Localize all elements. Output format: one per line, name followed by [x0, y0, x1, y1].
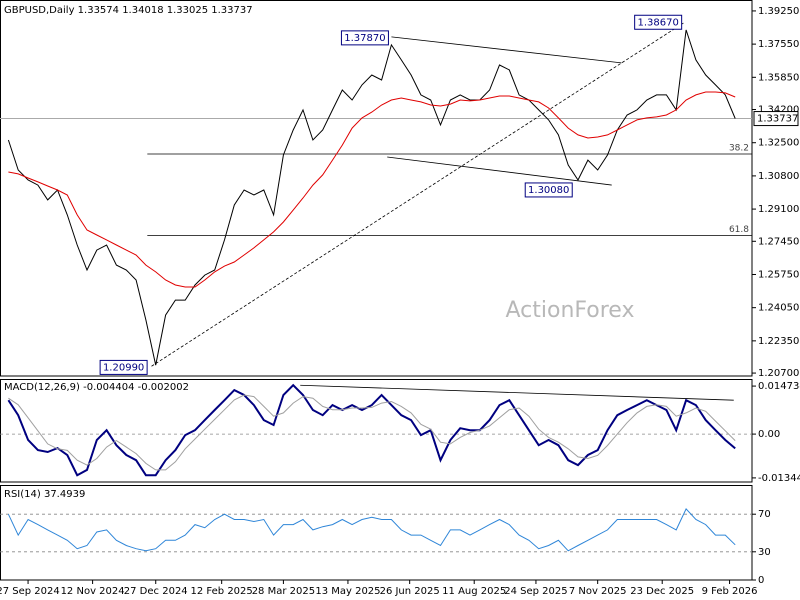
y-tick-label: 0.00: [758, 429, 780, 440]
trend-line: [387, 156, 612, 186]
x-tick-label: 9 Feb 2026: [702, 586, 758, 597]
y-tick-label: 1.39250: [758, 6, 799, 17]
y-tick-label: 1.37550: [758, 39, 799, 50]
y-tick-label: 70: [758, 509, 771, 520]
annotation-label: 1.37870: [344, 33, 385, 44]
y-tick-label: 1.25750: [758, 269, 799, 280]
y-tick-label: -0.013442: [758, 473, 800, 484]
macd-title: MACD(12,26,9) -0.004404 -0.002002: [4, 382, 189, 393]
x-tick-label: 7 Nov 2025: [569, 586, 627, 597]
annotation-box: [340, 30, 389, 46]
y-tick-label: 1.29100: [758, 204, 799, 215]
x-tick-label: 23 Dec 2025: [630, 586, 694, 597]
series-line: [8, 91, 736, 288]
last-price-label: 1.33737: [757, 114, 798, 125]
rsi-title: RSI(14) 37.4939: [4, 489, 85, 500]
x-tick-label: 26 Jun 2025: [380, 586, 440, 597]
rsi-panel: [0, 485, 753, 581]
series-line: [7, 508, 736, 552]
fib-label: 61.8: [729, 225, 749, 235]
x-tick-label: 27 Sep 2024: [0, 586, 60, 597]
annotation-box: [524, 182, 573, 198]
price-panel: [0, 0, 753, 377]
y-tick-label: 1.24050: [758, 303, 799, 314]
x-tick-label: 12 Feb 2025: [191, 586, 253, 597]
annotation-label: 1.20990: [103, 362, 144, 373]
y-tick-label: 1.34200: [758, 105, 799, 116]
series-line: [7, 29, 736, 366]
y-tick-label: 0.014734: [758, 381, 800, 392]
x-tick-label: 13 May 2025: [315, 586, 380, 597]
annotation-label: 1.38670: [637, 17, 678, 28]
y-tick-label: 1.30800: [758, 171, 799, 182]
series-line: [8, 394, 736, 471]
macd-panel: [0, 379, 753, 483]
y-tick-label: 1.20700: [758, 368, 799, 379]
macd-trend-line: [300, 384, 734, 401]
y-tick-label: 30: [758, 547, 771, 558]
annotation-box: [99, 359, 148, 375]
x-tick-label: 11 Aug 2025: [442, 586, 506, 597]
watermark: ActionForex: [506, 298, 635, 323]
fib-label: 38.2: [729, 144, 749, 154]
last-price-box: [753, 111, 799, 127]
y-tick-label: 1.32500: [758, 138, 799, 149]
trend-line: [151, 21, 685, 367]
y-tick-label: 0: [758, 575, 764, 586]
x-tick-label: 27 Dec 2024: [124, 586, 188, 597]
trend-line: [391, 36, 622, 64]
series-line: [7, 383, 736, 477]
x-tick-label: 12 Nov 2024: [61, 586, 125, 597]
x-tick-label: 24 Sep 2025: [504, 586, 567, 597]
x-tick-label: 28 Mar 2025: [252, 586, 315, 597]
annotation-box: [634, 14, 683, 30]
y-tick-label: 1.35850: [758, 72, 799, 83]
chart-title: GBPUSD,Daily 1.33574 1.34018 1.33025 1.3…: [4, 5, 253, 16]
y-tick-label: 1.27450: [758, 236, 799, 247]
annotation-label: 1.30080: [528, 185, 569, 196]
y-tick-label: 1.22350: [758, 336, 799, 347]
